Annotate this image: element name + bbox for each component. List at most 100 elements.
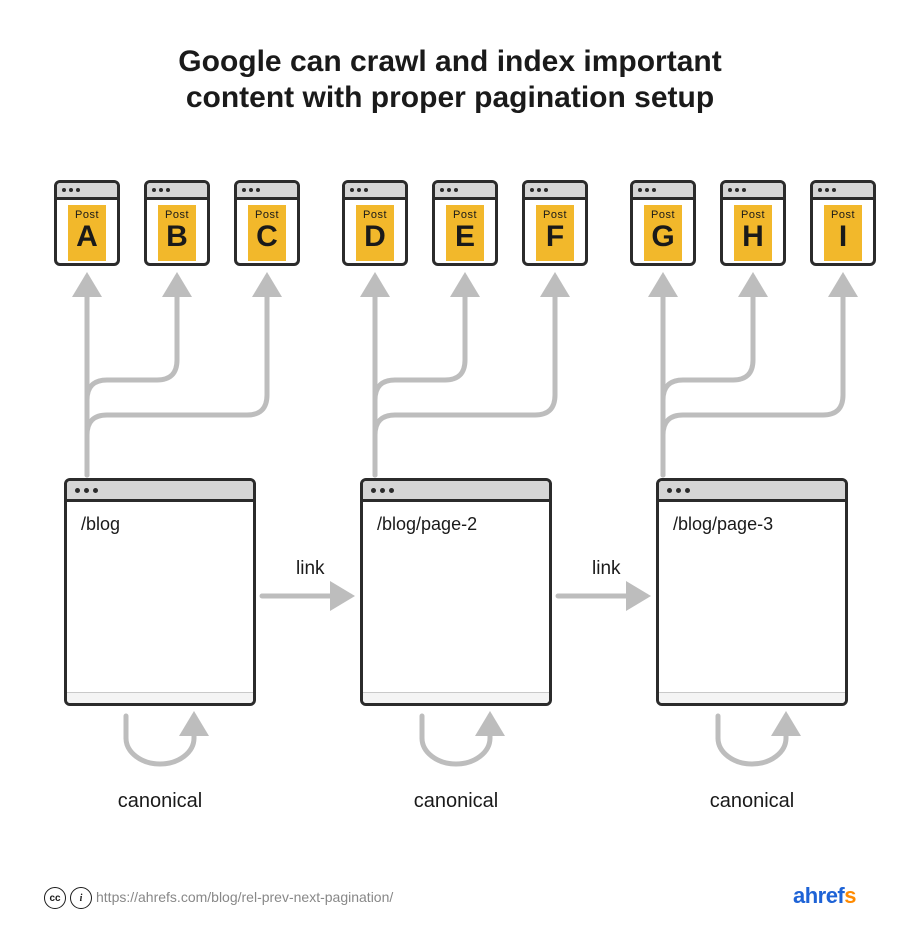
- post-window-d: PostD: [342, 180, 408, 266]
- window-dot-icon: [371, 488, 376, 493]
- window-titlebar: [345, 183, 405, 200]
- window-dot-icon: [454, 188, 458, 192]
- post-letter: H: [742, 222, 764, 252]
- cc-license: cc i: [44, 887, 92, 909]
- post-card: PostC: [248, 205, 286, 261]
- window-dot-icon: [166, 188, 170, 192]
- window-dot-icon: [818, 188, 822, 192]
- post-card: PostH: [734, 205, 772, 261]
- window-dot-icon: [350, 188, 354, 192]
- post-window-g: PostG: [630, 180, 696, 266]
- page-url: /blog/page-2: [363, 502, 549, 535]
- window-dot-icon: [249, 188, 253, 192]
- window-titlebar: [147, 183, 207, 200]
- page-window-2: /blog/page-2: [360, 478, 552, 706]
- post-letter: C: [256, 222, 278, 252]
- post-window-h: PostH: [720, 180, 786, 266]
- post-window-c: PostC: [234, 180, 300, 266]
- canonical-label-3: canonical: [656, 790, 848, 813]
- window-dot-icon: [242, 188, 246, 192]
- headline-line2: content with proper pagination setup: [186, 81, 714, 114]
- post-card: PostA: [68, 205, 106, 261]
- post-letter: A: [76, 222, 98, 252]
- window-titlebar: [67, 481, 253, 502]
- canonical-label-2: canonical: [360, 790, 552, 813]
- post-card: PostB: [158, 205, 196, 261]
- window-footerbar: [363, 692, 549, 703]
- post-window-i: PostI: [810, 180, 876, 266]
- window-dot-icon: [256, 188, 260, 192]
- window-dot-icon: [84, 488, 89, 493]
- window-dot-icon: [357, 188, 361, 192]
- window-titlebar: [363, 481, 549, 502]
- window-dot-icon: [440, 188, 444, 192]
- window-dot-icon: [832, 188, 836, 192]
- window-titlebar: [633, 183, 693, 200]
- window-dot-icon: [389, 488, 394, 493]
- headline: Google can crawl and index important con…: [0, 44, 900, 116]
- post-letter: D: [364, 222, 386, 252]
- window-dot-icon: [638, 188, 642, 192]
- source-url: https://ahrefs.com/blog/rel-prev-next-pa…: [96, 889, 393, 905]
- post-window-a: PostA: [54, 180, 120, 266]
- post-card: PostD: [356, 205, 394, 261]
- window-dot-icon: [364, 188, 368, 192]
- window-dot-icon: [530, 188, 534, 192]
- window-titlebar: [813, 183, 873, 200]
- window-dot-icon: [537, 188, 541, 192]
- logo-suffix: s: [844, 883, 856, 908]
- window-dot-icon: [62, 188, 66, 192]
- window-dot-icon: [735, 188, 739, 192]
- post-letter: B: [166, 222, 188, 252]
- window-titlebar: [525, 183, 585, 200]
- window-footerbar: [659, 692, 845, 703]
- link-label-2: link: [592, 558, 621, 580]
- window-dot-icon: [825, 188, 829, 192]
- cc-by-icon: i: [70, 887, 92, 909]
- cc-icon: cc: [44, 887, 66, 909]
- post-card: PostI: [824, 205, 862, 261]
- post-window-b: PostB: [144, 180, 210, 266]
- infographic-canvas: Google can crawl and index important con…: [0, 0, 900, 941]
- window-dot-icon: [667, 488, 672, 493]
- window-dot-icon: [676, 488, 681, 493]
- post-card: PostE: [446, 205, 484, 261]
- post-letter: F: [546, 222, 564, 252]
- window-titlebar: [435, 183, 495, 200]
- page-url: /blog/page-3: [659, 502, 845, 535]
- window-titlebar: [57, 183, 117, 200]
- post-letter: E: [455, 222, 475, 252]
- post-window-e: PostE: [432, 180, 498, 266]
- post-window-f: PostF: [522, 180, 588, 266]
- window-titlebar: [237, 183, 297, 200]
- logo-main: ahref: [793, 883, 844, 908]
- window-dot-icon: [93, 488, 98, 493]
- window-dot-icon: [652, 188, 656, 192]
- window-titlebar: [659, 481, 845, 502]
- window-footerbar: [67, 692, 253, 703]
- window-dot-icon: [685, 488, 690, 493]
- window-dot-icon: [75, 488, 80, 493]
- window-dot-icon: [380, 488, 385, 493]
- post-card: PostF: [536, 205, 574, 261]
- window-dot-icon: [742, 188, 746, 192]
- window-dot-icon: [447, 188, 451, 192]
- window-dot-icon: [76, 188, 80, 192]
- headline-line1: Google can crawl and index important: [178, 45, 721, 78]
- window-dot-icon: [544, 188, 548, 192]
- post-letter: G: [651, 222, 674, 252]
- window-dot-icon: [728, 188, 732, 192]
- link-label-1: link: [296, 558, 325, 580]
- window-dot-icon: [152, 188, 156, 192]
- window-dot-icon: [159, 188, 163, 192]
- page-url: /blog: [67, 502, 253, 535]
- post-letter: I: [839, 222, 847, 252]
- window-dot-icon: [645, 188, 649, 192]
- page-window-1: /blog: [64, 478, 256, 706]
- page-window-3: /blog/page-3: [656, 478, 848, 706]
- window-dot-icon: [69, 188, 73, 192]
- post-card: PostG: [644, 205, 682, 261]
- canonical-label-1: canonical: [64, 790, 256, 813]
- ahrefs-logo: ahrefs: [793, 883, 856, 909]
- window-titlebar: [723, 183, 783, 200]
